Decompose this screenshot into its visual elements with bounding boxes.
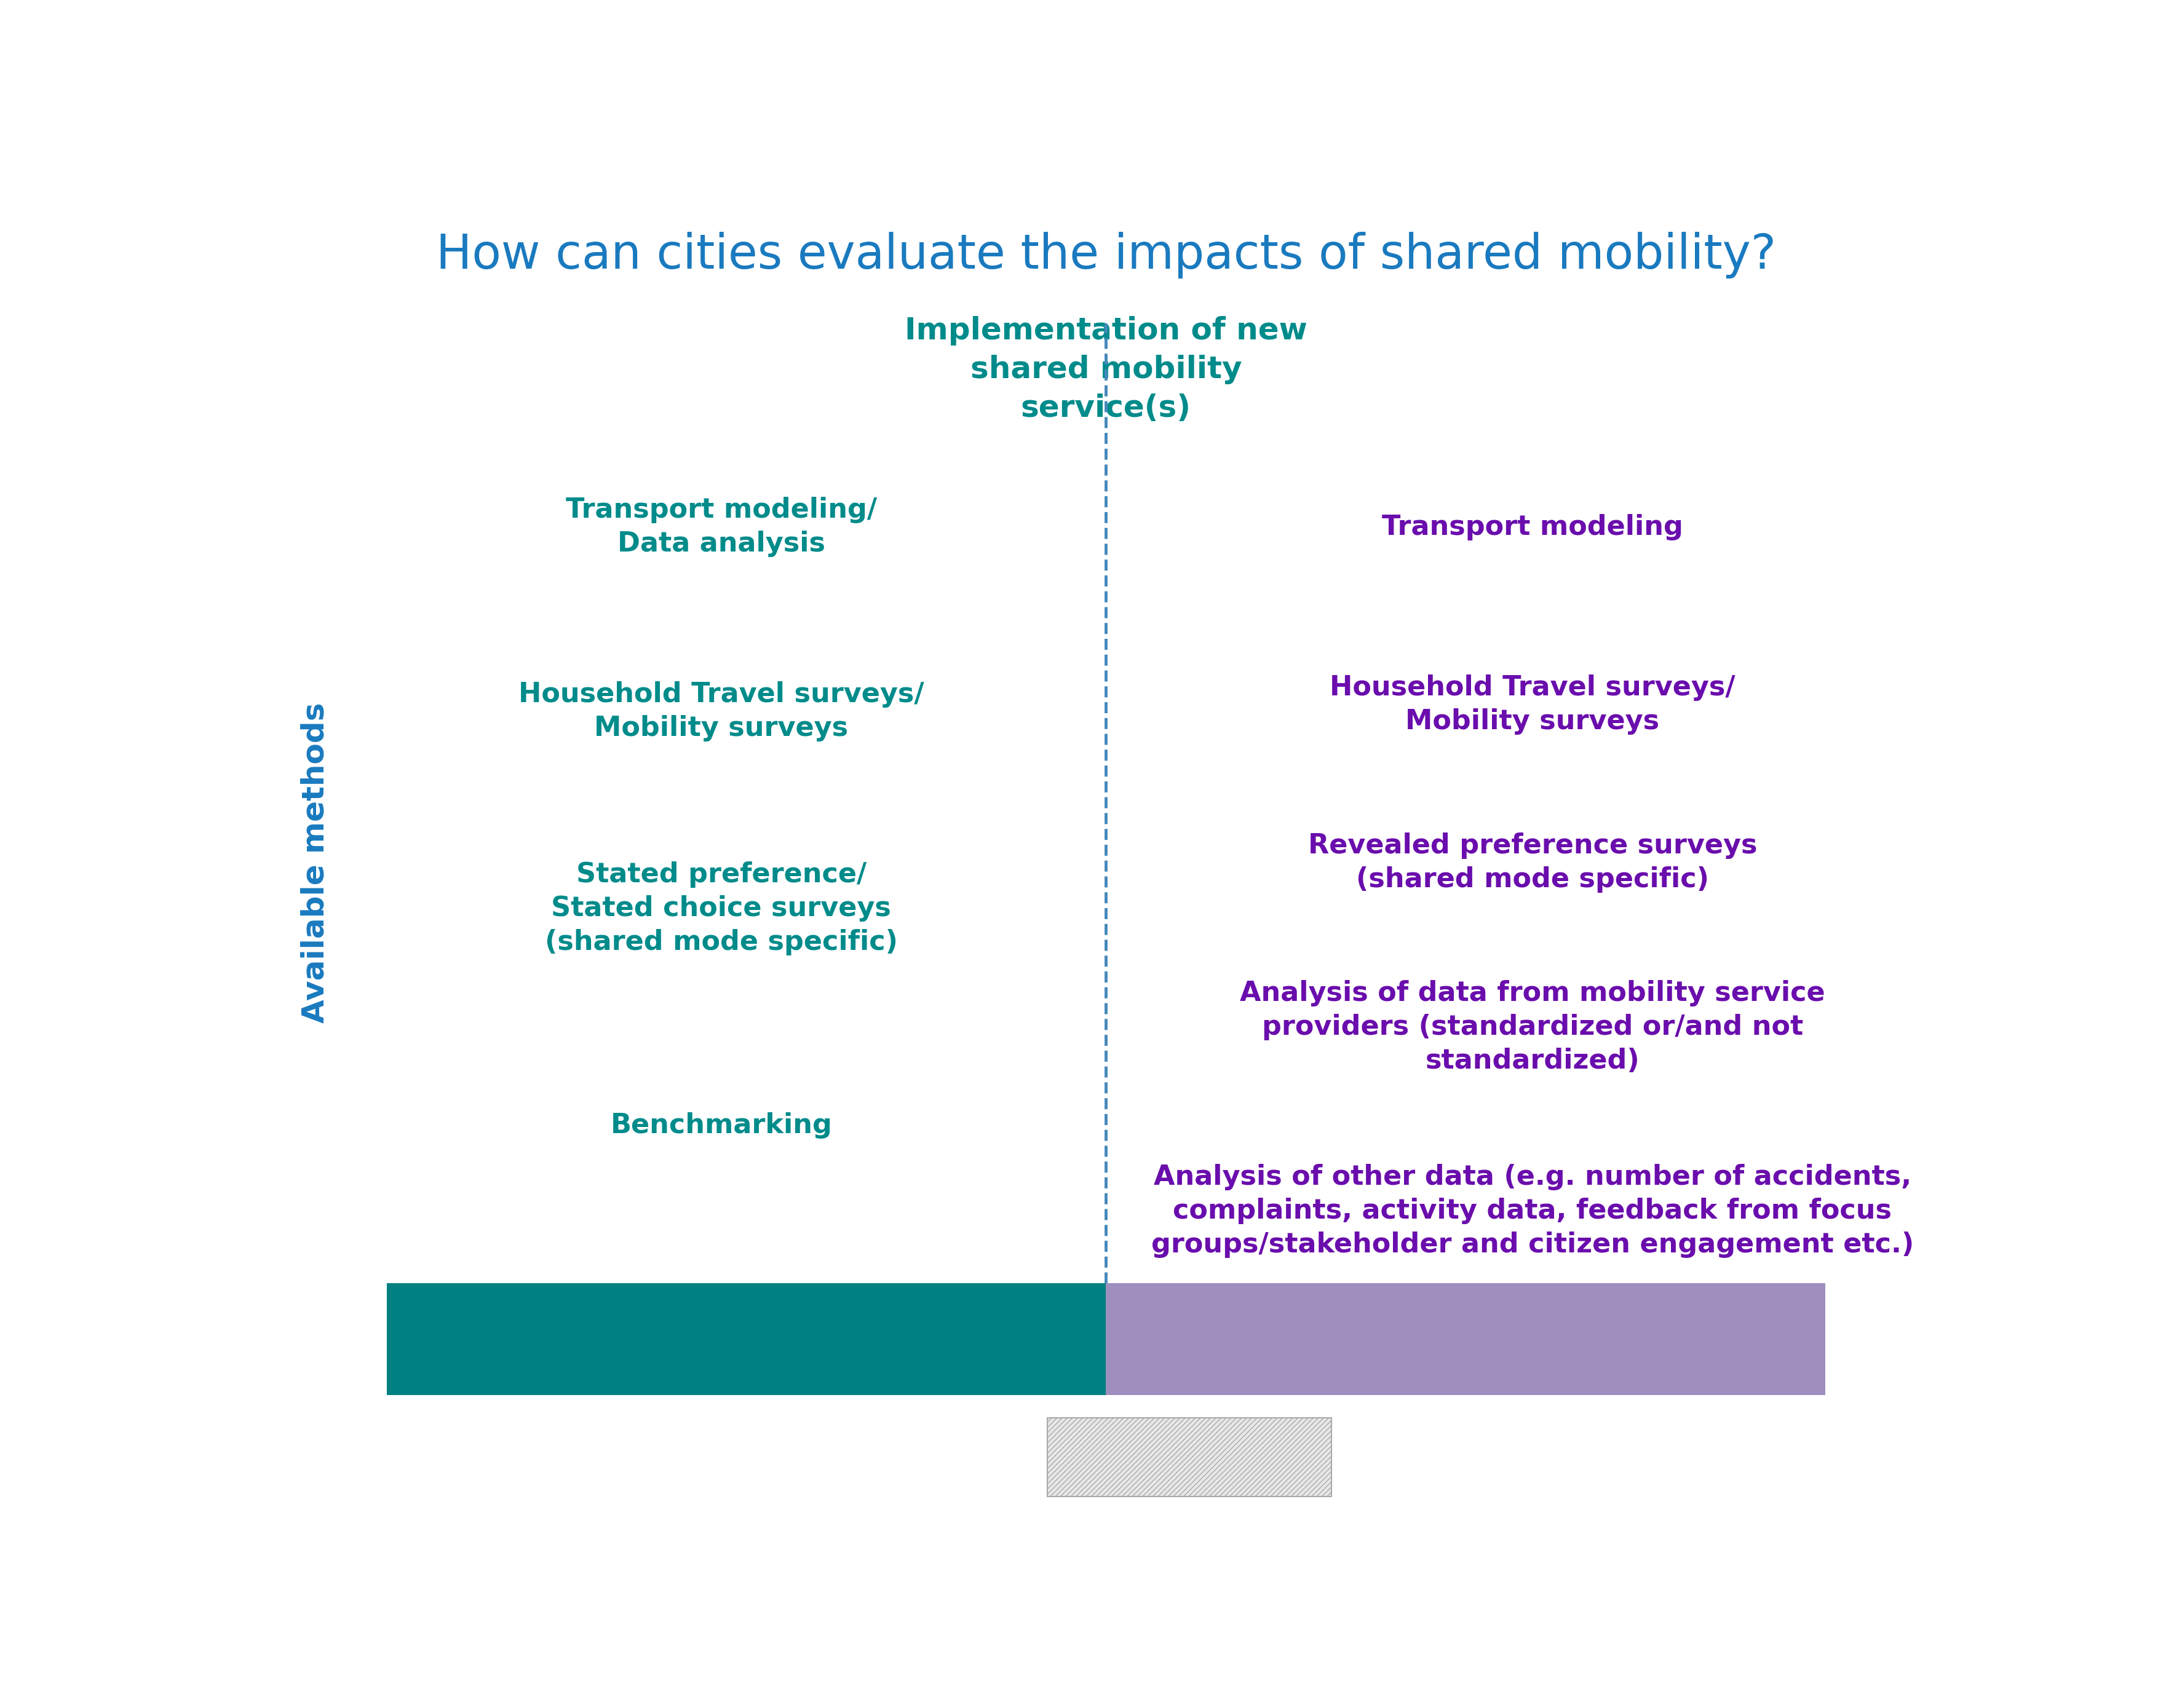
Text: Analysis of other data (e.g. number of accidents,
complaints, activity data, fee: Analysis of other data (e.g. number of a… bbox=[1150, 1165, 1914, 1259]
Text: Benchmarking: Benchmarking bbox=[611, 1112, 833, 1139]
Bar bbox=[1105, 1283, 1826, 1395]
Text: How can cities evaluate the impacts of shared mobility?: How can cities evaluate the impacts of s… bbox=[436, 232, 1776, 278]
Text: Revealed preference surveys
(shared mode specific): Revealed preference surveys (shared mode… bbox=[1308, 832, 1757, 893]
Text: Household Travel surveys/
Mobility surveys: Household Travel surveys/ Mobility surve… bbox=[1329, 675, 1735, 734]
Bar bbox=[1047, 1418, 1331, 1496]
Text: Stated preference/
Stated choice surveys
(shared mode specific): Stated preference/ Stated choice surveys… bbox=[544, 861, 898, 955]
Text: Transport modeling: Transport modeling bbox=[1381, 514, 1683, 540]
Bar bbox=[386, 1283, 1105, 1395]
Text: Analysis of data from mobility service
providers (standardized or/and not
standa: Analysis of data from mobility service p… bbox=[1241, 980, 1826, 1074]
Text: Implementation of new
shared mobility
service(s): Implementation of new shared mobility se… bbox=[904, 316, 1308, 424]
Text: Transport modeling/
Data analysis: Transport modeling/ Data analysis bbox=[565, 497, 876, 557]
Text: Implementation (ex-post): Implementation (ex-post) bbox=[1206, 1322, 1724, 1356]
Text: Household Travel surveys/
Mobility surveys: Household Travel surveys/ Mobility surve… bbox=[518, 681, 924, 741]
Text: Before the introduction (ex-ante): Before the introduction (ex-ante) bbox=[410, 1322, 1083, 1356]
Text: Available methods: Available methods bbox=[300, 702, 330, 1023]
Text: Pilot: Pilot bbox=[1152, 1443, 1228, 1471]
